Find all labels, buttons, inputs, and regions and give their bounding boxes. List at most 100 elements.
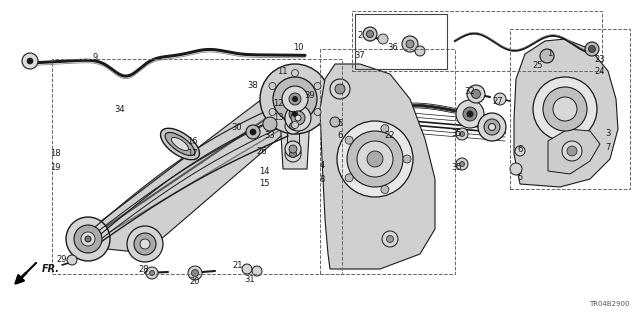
Bar (52, 59, 342, 274)
Circle shape (292, 97, 298, 101)
Circle shape (191, 270, 198, 277)
Circle shape (585, 42, 599, 56)
Circle shape (292, 112, 298, 116)
Circle shape (478, 113, 506, 141)
Circle shape (291, 111, 305, 125)
Circle shape (314, 83, 321, 90)
Text: 31: 31 (244, 275, 255, 284)
Text: 1: 1 (547, 49, 552, 58)
Text: 11: 11 (276, 66, 287, 76)
Text: 36: 36 (388, 42, 398, 51)
Bar (320, 49, 455, 274)
Circle shape (74, 225, 102, 253)
Circle shape (289, 122, 296, 130)
Circle shape (85, 236, 91, 242)
Circle shape (363, 27, 377, 41)
Polygon shape (287, 126, 299, 154)
Circle shape (387, 235, 394, 242)
Circle shape (402, 36, 418, 52)
Text: 5: 5 (337, 118, 342, 128)
Text: 32: 32 (465, 86, 476, 95)
Circle shape (335, 84, 345, 94)
Circle shape (242, 264, 252, 274)
Text: 15: 15 (259, 180, 269, 189)
Circle shape (273, 77, 317, 121)
Circle shape (488, 123, 495, 130)
Circle shape (484, 119, 500, 135)
Text: 20: 20 (189, 277, 200, 286)
Circle shape (472, 90, 481, 99)
Text: 10: 10 (292, 42, 303, 51)
Circle shape (357, 141, 393, 177)
Circle shape (250, 129, 256, 135)
Ellipse shape (165, 132, 195, 156)
Circle shape (314, 108, 321, 115)
Circle shape (456, 158, 468, 170)
Circle shape (81, 232, 95, 246)
Text: 29: 29 (57, 255, 67, 263)
Circle shape (127, 226, 163, 262)
Bar (352, 11, 602, 71)
Circle shape (283, 102, 307, 126)
Circle shape (67, 255, 77, 265)
Circle shape (515, 146, 525, 156)
Circle shape (345, 174, 353, 182)
Circle shape (367, 151, 383, 167)
Circle shape (330, 117, 340, 127)
Circle shape (567, 146, 577, 156)
Text: 26: 26 (257, 147, 268, 157)
Text: 35: 35 (452, 162, 462, 172)
Circle shape (289, 151, 296, 158)
Circle shape (463, 107, 477, 121)
Circle shape (367, 31, 374, 38)
Circle shape (403, 155, 411, 163)
Text: 6: 6 (337, 131, 342, 140)
Circle shape (406, 40, 414, 48)
Text: 12: 12 (273, 100, 284, 108)
Circle shape (269, 83, 276, 90)
Circle shape (467, 111, 473, 117)
Circle shape (285, 105, 311, 131)
Circle shape (27, 58, 33, 64)
Text: 28: 28 (139, 264, 149, 273)
Circle shape (345, 136, 353, 144)
Circle shape (246, 125, 260, 139)
Circle shape (382, 231, 398, 247)
Circle shape (22, 53, 38, 69)
Circle shape (456, 128, 468, 140)
Circle shape (289, 145, 297, 153)
Circle shape (467, 85, 485, 103)
Polygon shape (514, 39, 618, 187)
Circle shape (337, 121, 413, 197)
Polygon shape (320, 64, 435, 269)
Circle shape (263, 117, 277, 131)
Polygon shape (88, 74, 295, 253)
Circle shape (260, 64, 330, 134)
Circle shape (553, 97, 577, 121)
Circle shape (540, 49, 554, 63)
Text: 6: 6 (517, 145, 523, 153)
Text: 17: 17 (187, 149, 197, 158)
Circle shape (295, 115, 301, 121)
Circle shape (381, 124, 389, 133)
Circle shape (460, 131, 465, 137)
Text: 9: 9 (92, 53, 98, 62)
Circle shape (290, 91, 300, 101)
Circle shape (533, 77, 597, 141)
Circle shape (285, 146, 301, 162)
Text: 37: 37 (355, 51, 365, 61)
Circle shape (285, 141, 301, 157)
Text: 19: 19 (50, 162, 60, 172)
Ellipse shape (172, 137, 189, 151)
Circle shape (347, 131, 403, 187)
Bar (355, 14, 447, 69)
Text: 30: 30 (232, 122, 243, 131)
Text: 7: 7 (605, 143, 611, 152)
Circle shape (252, 266, 262, 276)
Text: 21: 21 (233, 262, 243, 271)
Text: 2: 2 (357, 32, 363, 41)
Text: TR04B2900: TR04B2900 (589, 301, 630, 307)
Text: 39: 39 (305, 92, 316, 100)
Text: 33: 33 (264, 130, 275, 139)
Circle shape (188, 266, 202, 280)
